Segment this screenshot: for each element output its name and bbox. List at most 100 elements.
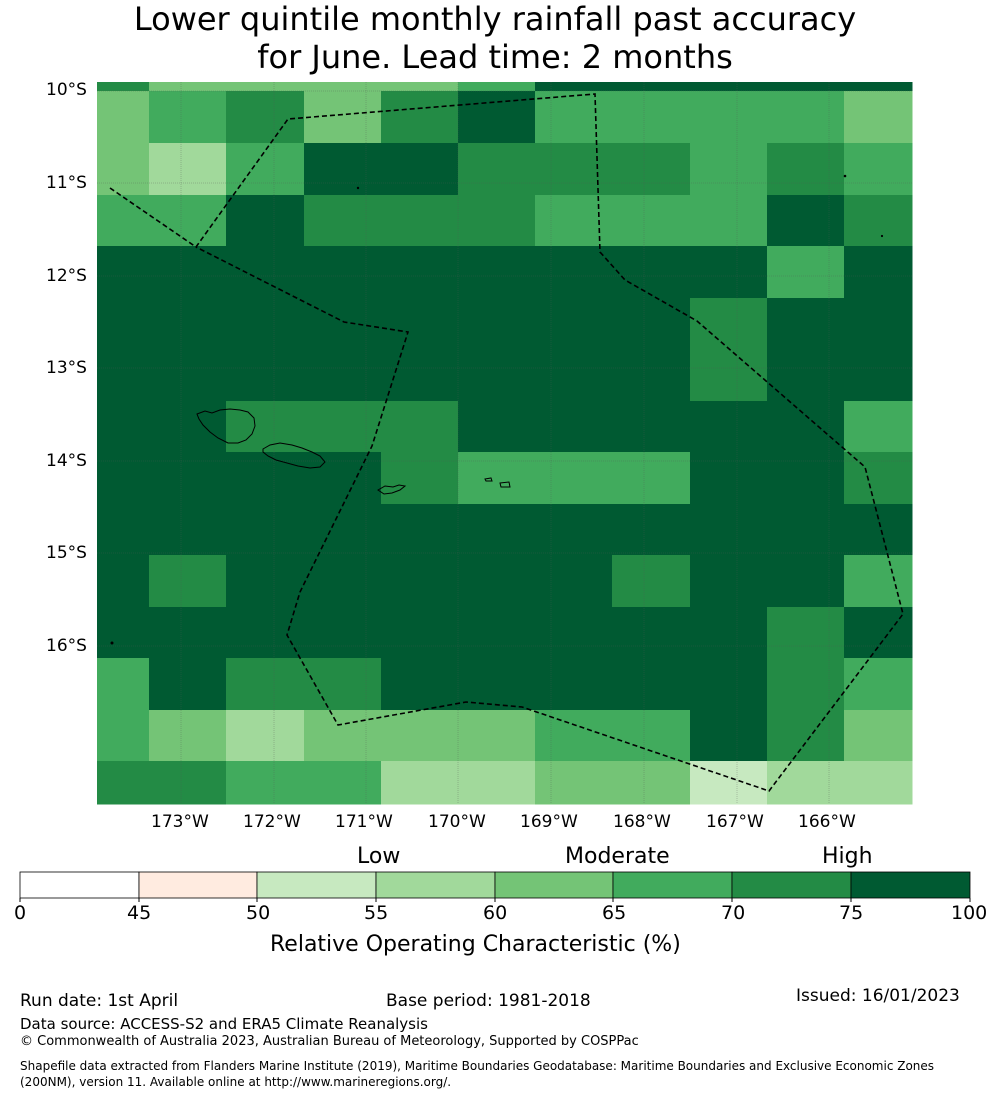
grid-cell: [612, 349, 691, 402]
grid-cell: [97, 401, 150, 453]
colorbar-tick: 60: [483, 902, 508, 924]
grid-cell: [690, 195, 768, 247]
grid-cell: [767, 658, 845, 711]
grid-cell: [535, 349, 613, 402]
colorbar-segment: [731, 871, 852, 899]
chart-title-line2: for June. Lead time: 2 months: [257, 38, 733, 76]
grid-cell: [690, 91, 768, 144]
eez-boundary-western: [109, 93, 904, 792]
grid-cell: [97, 658, 150, 711]
lon-label: 171°W: [335, 812, 393, 832]
lon-label: 166°W: [798, 812, 856, 832]
grid-cell: [844, 504, 913, 556]
colorbar-tick: 70: [721, 902, 746, 924]
colorbar-segment: [494, 871, 614, 899]
grid-cell: [458, 452, 691, 505]
grid-cell: [97, 504, 150, 556]
grid-cell: [612, 504, 691, 556]
base-period: Base period: 1981-2018: [386, 991, 591, 1011]
samoa-upolu-outline: [262, 442, 326, 469]
grid-cell: [226, 82, 305, 92]
atoll-marker: [356, 186, 360, 190]
grid-cell: [690, 504, 768, 556]
grid-cell: [304, 658, 382, 711]
grid-cell: [690, 298, 768, 350]
grid-cell: [381, 143, 459, 196]
grid-cell: [767, 298, 845, 350]
grid-cell: [535, 246, 613, 299]
grid-cell: [612, 761, 691, 805]
grid-cell: [844, 298, 913, 350]
grid-cell: [97, 452, 150, 505]
colorbar-tick: 55: [364, 902, 389, 924]
grid-cell: [226, 710, 305, 762]
grid-cell: [690, 143, 768, 196]
colorbar-segment: [19, 871, 140, 899]
colorbar: [19, 871, 971, 902]
grid-cell: [612, 658, 691, 711]
grid-cell: [690, 710, 768, 762]
grid-cell: [458, 82, 536, 92]
grid-cell: [767, 195, 845, 247]
grid-cell: [458, 91, 536, 144]
grid-cell: [844, 82, 913, 92]
legend-category-moderate: Moderate: [565, 844, 670, 869]
grid-cell: [844, 452, 913, 505]
grid-cell: [149, 401, 227, 453]
grid-cell: [767, 607, 845, 659]
samoa-savaii-outline: [196, 408, 256, 444]
grid-cell: [690, 246, 768, 299]
grid-cell: [458, 246, 536, 299]
grid-cell: [767, 504, 845, 556]
rainfall-accuracy-grid: [97, 82, 913, 805]
lon-label: 169°W: [520, 812, 578, 832]
grid-cell: [612, 710, 691, 762]
grid-cell: [844, 246, 913, 299]
grid-cell: [767, 91, 845, 144]
grid-cell: [612, 401, 691, 453]
grid-cell: [226, 195, 305, 247]
grid-cell: [304, 195, 459, 247]
grid-cell: [97, 761, 150, 805]
lat-label: 14°S: [46, 451, 87, 471]
grid-cell: [612, 555, 691, 608]
grid-cell: [97, 298, 459, 350]
grid-cell: [535, 607, 613, 659]
lat-label: 13°S: [46, 358, 87, 378]
legend-category-low: Low: [357, 844, 401, 869]
grid-cell: [149, 349, 459, 402]
grid-cell: [149, 710, 227, 762]
manua-island-outline-2: [499, 481, 511, 488]
grid-cell: [844, 143, 913, 196]
atoll-marker: [843, 174, 847, 178]
grid-cell: [767, 452, 845, 505]
grid-cell: [767, 143, 845, 196]
graticule: [97, 82, 912, 804]
colorbar-segment: [256, 871, 377, 899]
lon-label: 173°W: [151, 812, 209, 832]
grid-cell: [767, 349, 845, 402]
grid-cell: [149, 91, 227, 144]
grid-cell: [767, 710, 845, 762]
american-samoa-tutuila-outline: [377, 484, 407, 495]
colorbar-title: Relative Operating Characteristic (%): [270, 932, 681, 957]
grid-cell: [458, 143, 536, 196]
grid-cell: [149, 452, 305, 505]
grid-cell: [767, 401, 845, 453]
grid-cell: [612, 91, 691, 144]
grid-cell: [226, 658, 305, 711]
grid-cell: [844, 349, 913, 402]
grid-cell: [535, 143, 613, 196]
grid-cell: [304, 452, 382, 505]
legend-category-high: High: [822, 844, 873, 869]
grid-cell: [381, 710, 536, 762]
grid-cell: [844, 710, 913, 762]
grid-cell: [226, 761, 305, 805]
grid-cell: [381, 91, 459, 144]
grid-cell: [458, 504, 536, 556]
grid-cell: [690, 658, 768, 711]
grid-cell: [690, 349, 768, 402]
grid-cell: [97, 143, 150, 196]
lat-label: 15°S: [46, 543, 87, 563]
